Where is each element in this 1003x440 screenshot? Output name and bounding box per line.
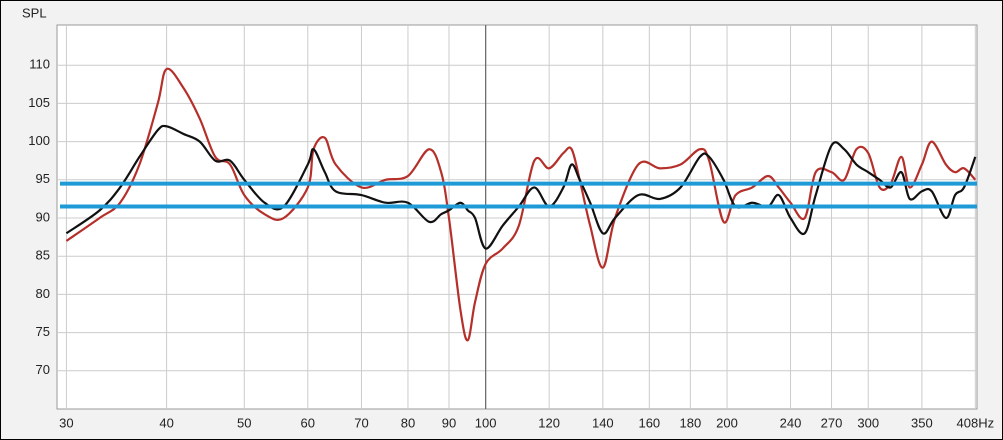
x-tick-label: 408Hz [957, 415, 995, 430]
series-line [65, 124, 977, 250]
y-tick-label: 70 [36, 362, 50, 377]
x-tick-label: 140 [592, 415, 614, 430]
x-tick-label: 300 [857, 415, 879, 430]
x-tick-label: 350 [911, 415, 933, 430]
x-tick-label: 120 [538, 415, 560, 430]
x-tick-label: 200 [716, 415, 738, 430]
y-tick-label: 95 [36, 171, 50, 186]
y-tick-label: 75 [36, 324, 50, 339]
y-tick-label: 80 [36, 286, 50, 301]
x-tick-label: 30 [59, 415, 73, 430]
y-tick-label: 110 [29, 57, 50, 72]
x-tick-label: 60 [301, 415, 315, 430]
x-tick-label: 80 [401, 415, 415, 430]
y-axis-label: SPL [22, 5, 47, 20]
y-tick-label: 85 [36, 248, 50, 263]
y-tick-label: 90 [36, 209, 50, 224]
x-tick-label: 180 [679, 415, 701, 430]
x-tick-label: 90 [442, 415, 456, 430]
y-tick-label: 105 [28, 95, 50, 110]
x-tick-label: 50 [237, 415, 251, 430]
x-tick-label: 270 [821, 415, 843, 430]
x-tick-label: 240 [780, 415, 802, 430]
x-tick-label: 70 [354, 415, 368, 430]
x-tick-label: 160 [638, 415, 660, 430]
x-tick-label: 100 [475, 415, 497, 430]
y-tick-label: 100 [28, 133, 50, 148]
plot-area [56, 24, 978, 410]
x-tick-label: 40 [159, 415, 173, 430]
